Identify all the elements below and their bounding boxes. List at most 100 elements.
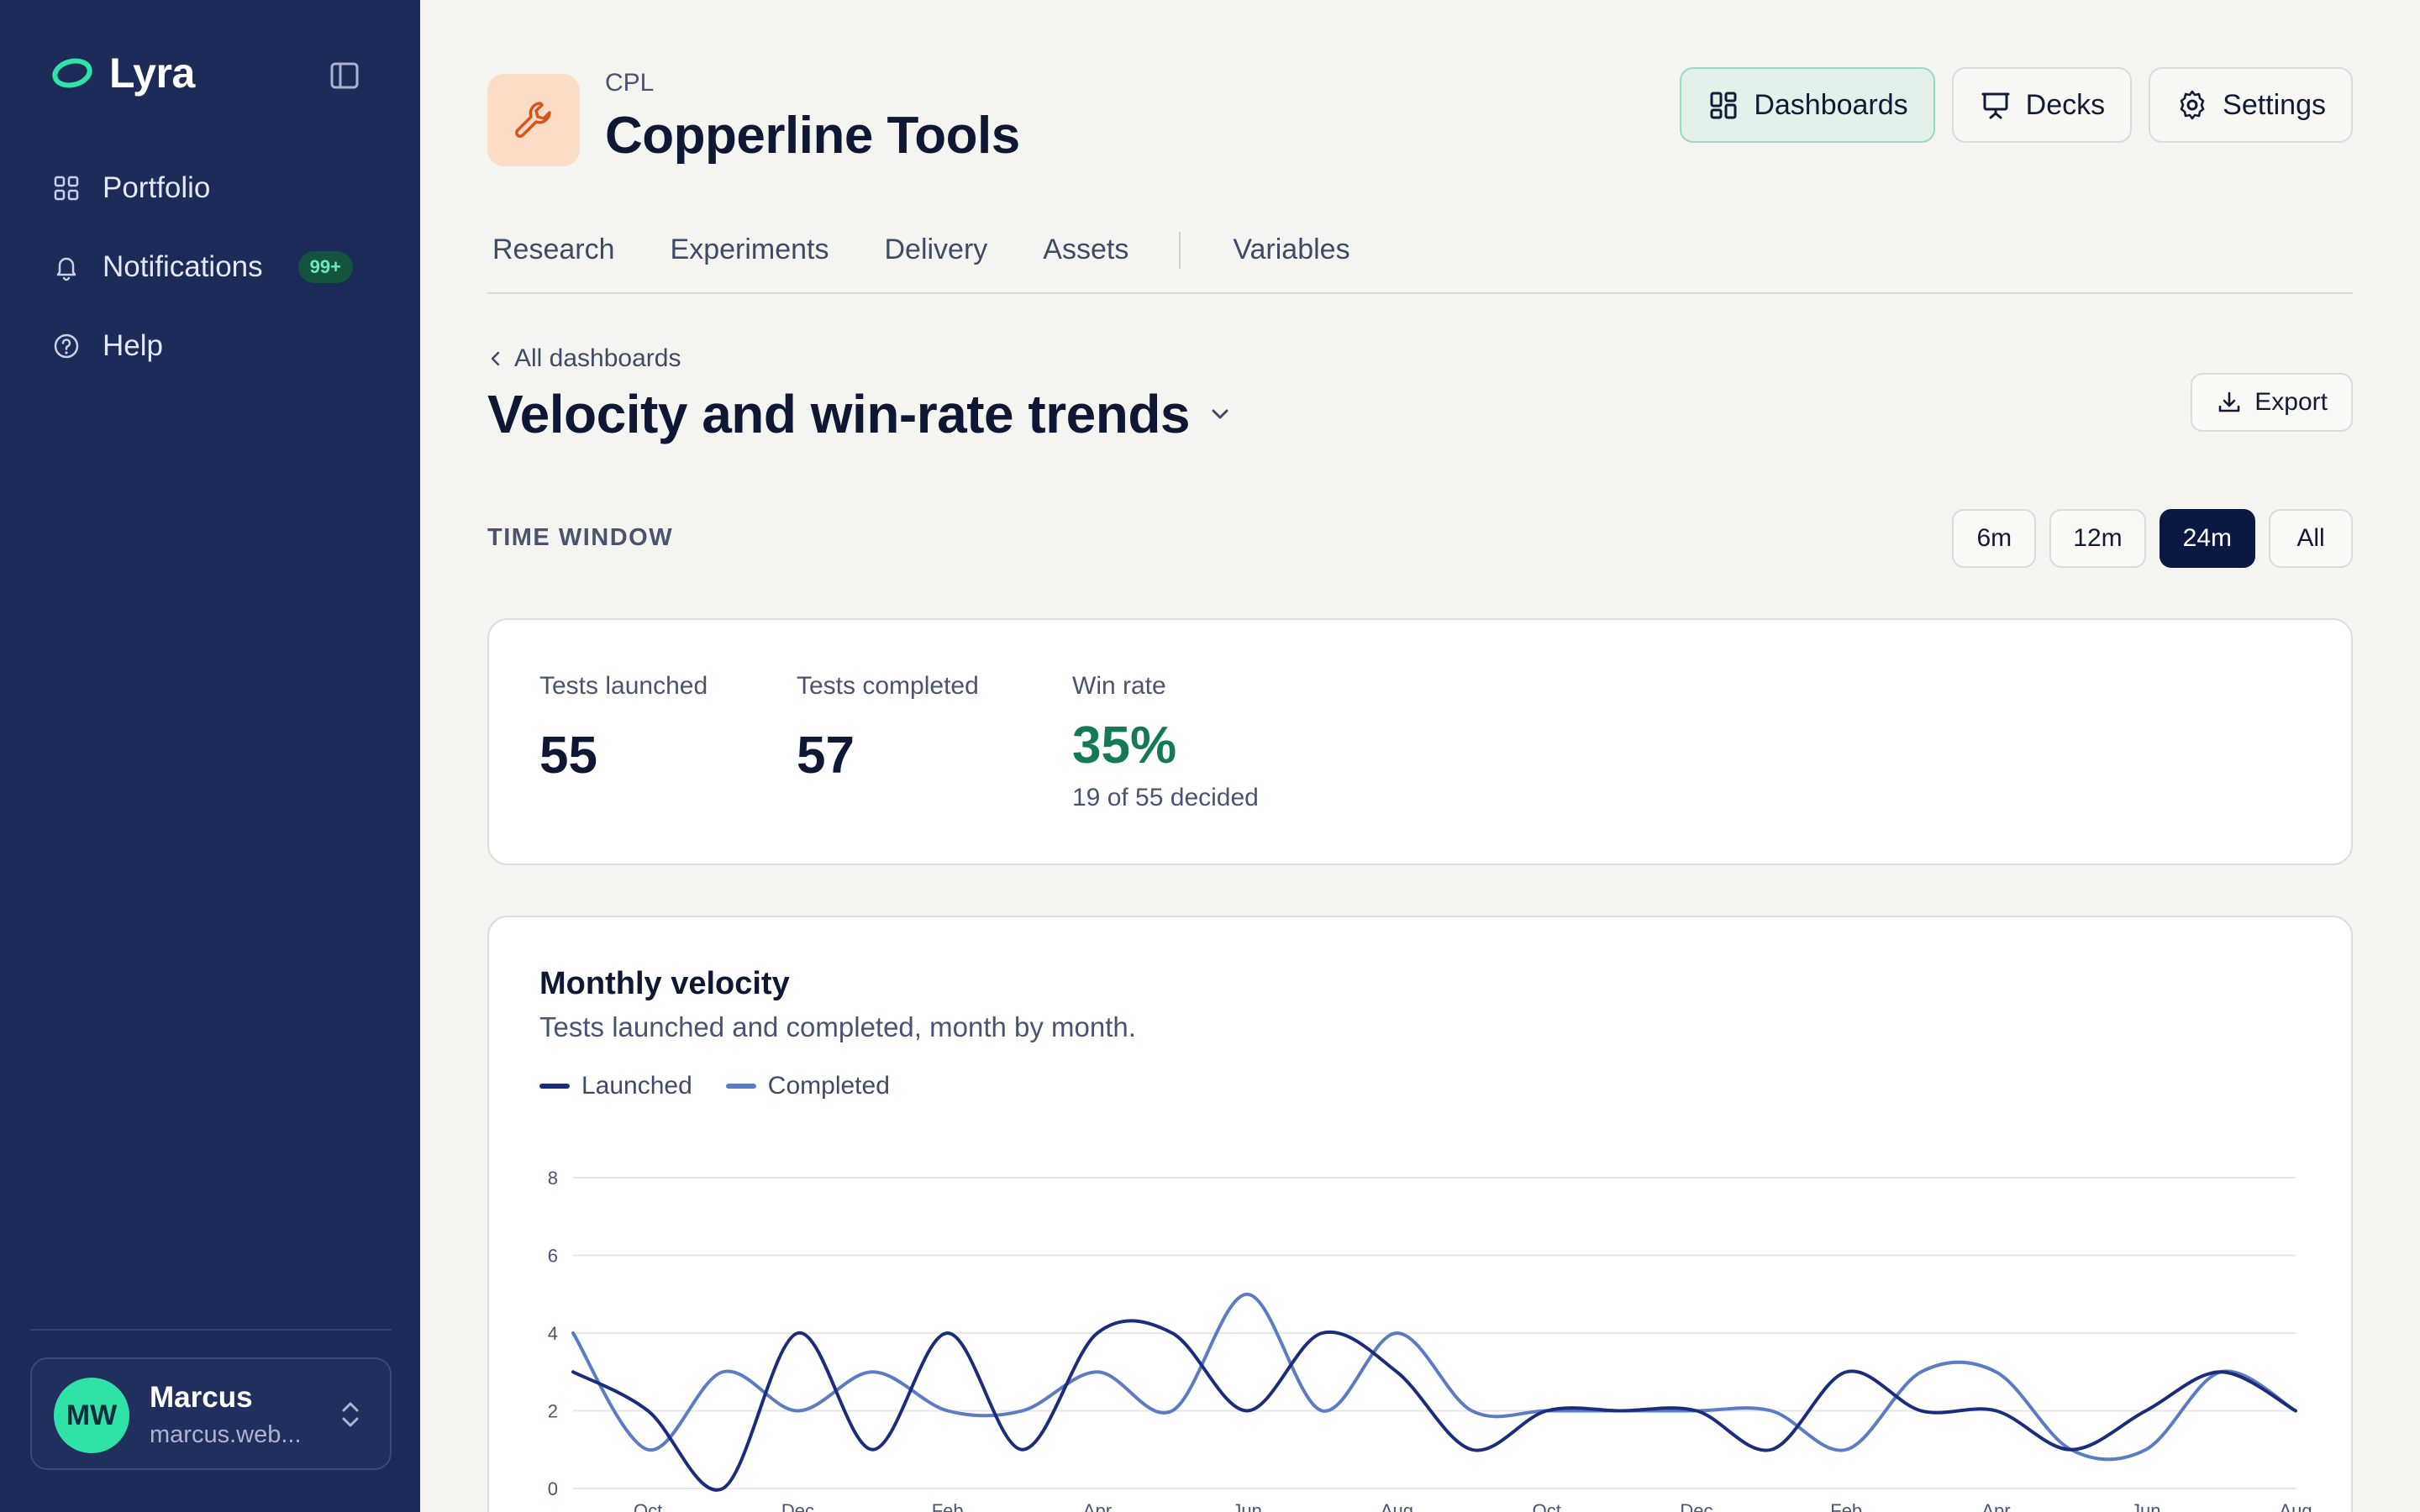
user-account-switcher[interactable]: MW Marcus marcus.web... [30,1357,392,1470]
project-tabs: Research Experiments Delivery Assets Var… [487,227,2353,294]
y-tick-label: 2 [548,1401,558,1422]
notification-count-badge: 99+ [297,251,353,283]
legend-label: Launched [581,1072,692,1100]
dashboards-button[interactable]: Dashboards [1680,67,1935,143]
velocity-line-chart: 0 2 4 6 8 Oct Dec Feb Apr Jun Aug Oct Dec Feb Apr Jun Au… [548,1168,2312,1512]
legend-item-completed[interactable]: Completed [725,1072,890,1100]
tab-research[interactable]: Research [492,234,615,265]
user-name: Marcus [150,1381,253,1414]
series-line-completed [571,1292,2297,1462]
user-email: marcus.web... [150,1421,302,1448]
stat-label: Win rate [1072,672,1166,700]
y-tick-label: 0 [548,1478,558,1499]
project-icon [487,74,580,166]
time-window-24m[interactable]: 24m [2159,509,2255,568]
time-window-6m[interactable]: 6m [1952,509,2037,568]
stat-tests-launched: Tests launched 55 [539,672,708,785]
back-link-label: All dashboards [514,344,681,372]
chevron-down-icon [1212,409,1228,419]
legend-swatch [725,1084,756,1089]
x-tick-label: Feb [1830,1500,1862,1512]
stat-value: 35% [1072,717,1177,774]
time-window-selector: 6m 12m 24m All [1952,509,2353,568]
presentation-icon [1981,92,2010,119]
x-tick-label: Jun [2131,1500,2160,1512]
legend-swatch [539,1084,570,1089]
stat-value: 55 [539,727,597,785]
project-code: CPL [605,69,655,97]
tab-assets[interactable]: Assets [1043,234,1129,265]
dashboard-title: Velocity and win-rate trends [487,384,1191,444]
time-window-label: TIME WINDOW [487,524,674,551]
chart-subtitle: Tests launched and completed, month by m… [539,1011,1136,1042]
x-tick-label: Dec [781,1500,814,1512]
x-tick-label: Apr [1083,1500,1112,1512]
bell-icon [56,257,76,281]
decks-button-label: Decks [2025,88,2106,121]
time-window-12m[interactable]: 12m [2049,509,2146,568]
decks-button[interactable]: Decks [1951,67,2133,143]
stat-tests-completed: Tests completed 57 [797,672,979,785]
legend-item-launched[interactable]: Launched [539,1072,692,1100]
time-window-all[interactable]: All [2269,509,2353,568]
series-line-launched [571,1319,2297,1492]
chart-title: Monthly velocity [539,966,790,1001]
gear-icon [2180,90,2205,120]
chevron-up-down-icon [342,1402,359,1427]
sidebar-item-notifications[interactable]: Notifications 99+ [52,244,388,291]
sidebar: Lyra Portfolio Notifications 99+ [0,0,420,1512]
stat-win-rate: Win rate 35% 19 of 55 decided [1072,672,1259,812]
lyra-logo-icon [52,58,92,88]
tab-variables[interactable]: Variables [1233,234,1350,265]
sidebar-nav: Portfolio Notifications 99+ Help [52,165,388,402]
export-button[interactable]: Export [2191,373,2353,432]
chart-legend: Launched Completed [539,1072,923,1100]
project-title: Copperline Tools [605,107,1020,165]
download-icon [2218,391,2240,412]
settings-button[interactable]: Settings [2149,67,2353,143]
stat-label: Tests launched [539,672,708,700]
sidebar-item-help[interactable]: Help [52,323,388,370]
grid-icon [54,176,79,201]
stat-label: Tests completed [797,672,979,700]
legend-label: Completed [767,1072,890,1100]
stat-subtext: 19 of 55 decided [1072,784,1259,811]
y-tick-label: 6 [548,1246,558,1267]
monthly-velocity-card: Monthly velocity Tests launched and comp… [487,916,2353,1512]
sidebar-item-portfolio[interactable]: Portfolio [52,165,388,212]
summary-stats-card: Tests launched 55 Tests completed 57 Win… [487,618,2353,865]
sidebar-divider [30,1329,392,1331]
brand-name: Lyra [109,50,195,97]
top-actions: Dashboards Decks Settings [1680,67,2353,143]
sidebar-toggle-icon[interactable] [328,59,361,92]
main-content: CPL Copperline Tools Dashboards Decks [420,0,2420,1512]
back-to-dashboards-link[interactable]: All dashboards [486,344,681,373]
x-tick-label: Aug [1381,1500,1413,1512]
brand-logo[interactable]: Lyra [50,49,195,97]
x-tick-label: Aug [2279,1500,2312,1512]
tab-separator [1179,232,1181,269]
x-tick-label: Oct [634,1500,662,1512]
chevron-left-icon [491,351,500,366]
sidebar-item-label: Portfolio [103,171,211,204]
help-circle-icon [54,333,79,359]
dashboard-icon [1710,92,1737,119]
y-tick-label: 8 [548,1168,558,1189]
export-button-label: Export [2254,388,2328,416]
tab-delivery[interactable]: Delivery [884,234,988,265]
x-tick-label: Feb [932,1500,964,1512]
stat-value: 57 [797,727,855,785]
sidebar-item-label: Notifications [103,250,263,283]
x-tick-label: Oct [1533,1500,1561,1512]
tab-experiments[interactable]: Experiments [670,234,829,265]
x-tick-label: Apr [1981,1500,2010,1512]
wrench-icon [515,102,551,138]
dashboard-title-dropdown[interactable]: Velocity and win-rate trends [487,383,1235,445]
x-tick-label: Dec [1680,1500,1712,1512]
settings-button-label: Settings [2223,88,2326,121]
sidebar-item-label: Help [103,329,163,362]
dashboards-button-label: Dashboards [1754,88,1908,121]
y-tick-label: 4 [548,1323,558,1344]
x-tick-label: Jun [1232,1500,1261,1512]
avatar: MW [54,1378,129,1453]
